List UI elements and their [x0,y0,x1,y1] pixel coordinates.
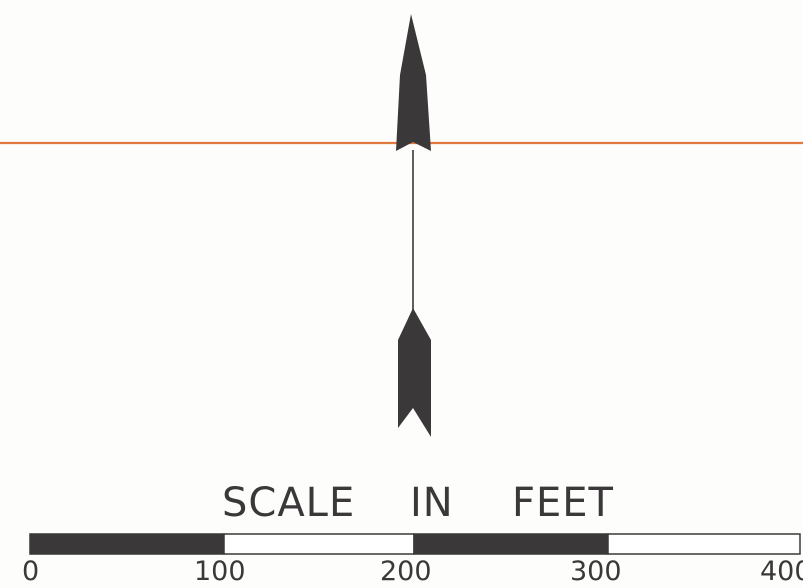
scale-tick-label: 0 [22,556,40,587]
north-arrow-icon [396,14,431,437]
scale-word-1: SCALE [222,480,356,526]
scale-tick-label: 400 [760,556,803,587]
scale-segment-1 [29,533,225,555]
scale-tick-label: 100 [194,556,246,587]
scale-word-2: IN [410,480,454,526]
scale-bar [29,533,801,555]
north-arrow-head [396,14,431,151]
scale-segment-3 [413,533,609,555]
scale-segment-4 [607,533,801,555]
scale-title: SCALE IN FEET [0,480,803,530]
scale-tick-label: 300 [570,556,622,587]
scale-segment-2 [223,533,415,555]
north-arrow-tail [398,308,431,437]
scale-tick-label: 200 [380,556,432,587]
scale-word-3: FEET [512,480,614,526]
